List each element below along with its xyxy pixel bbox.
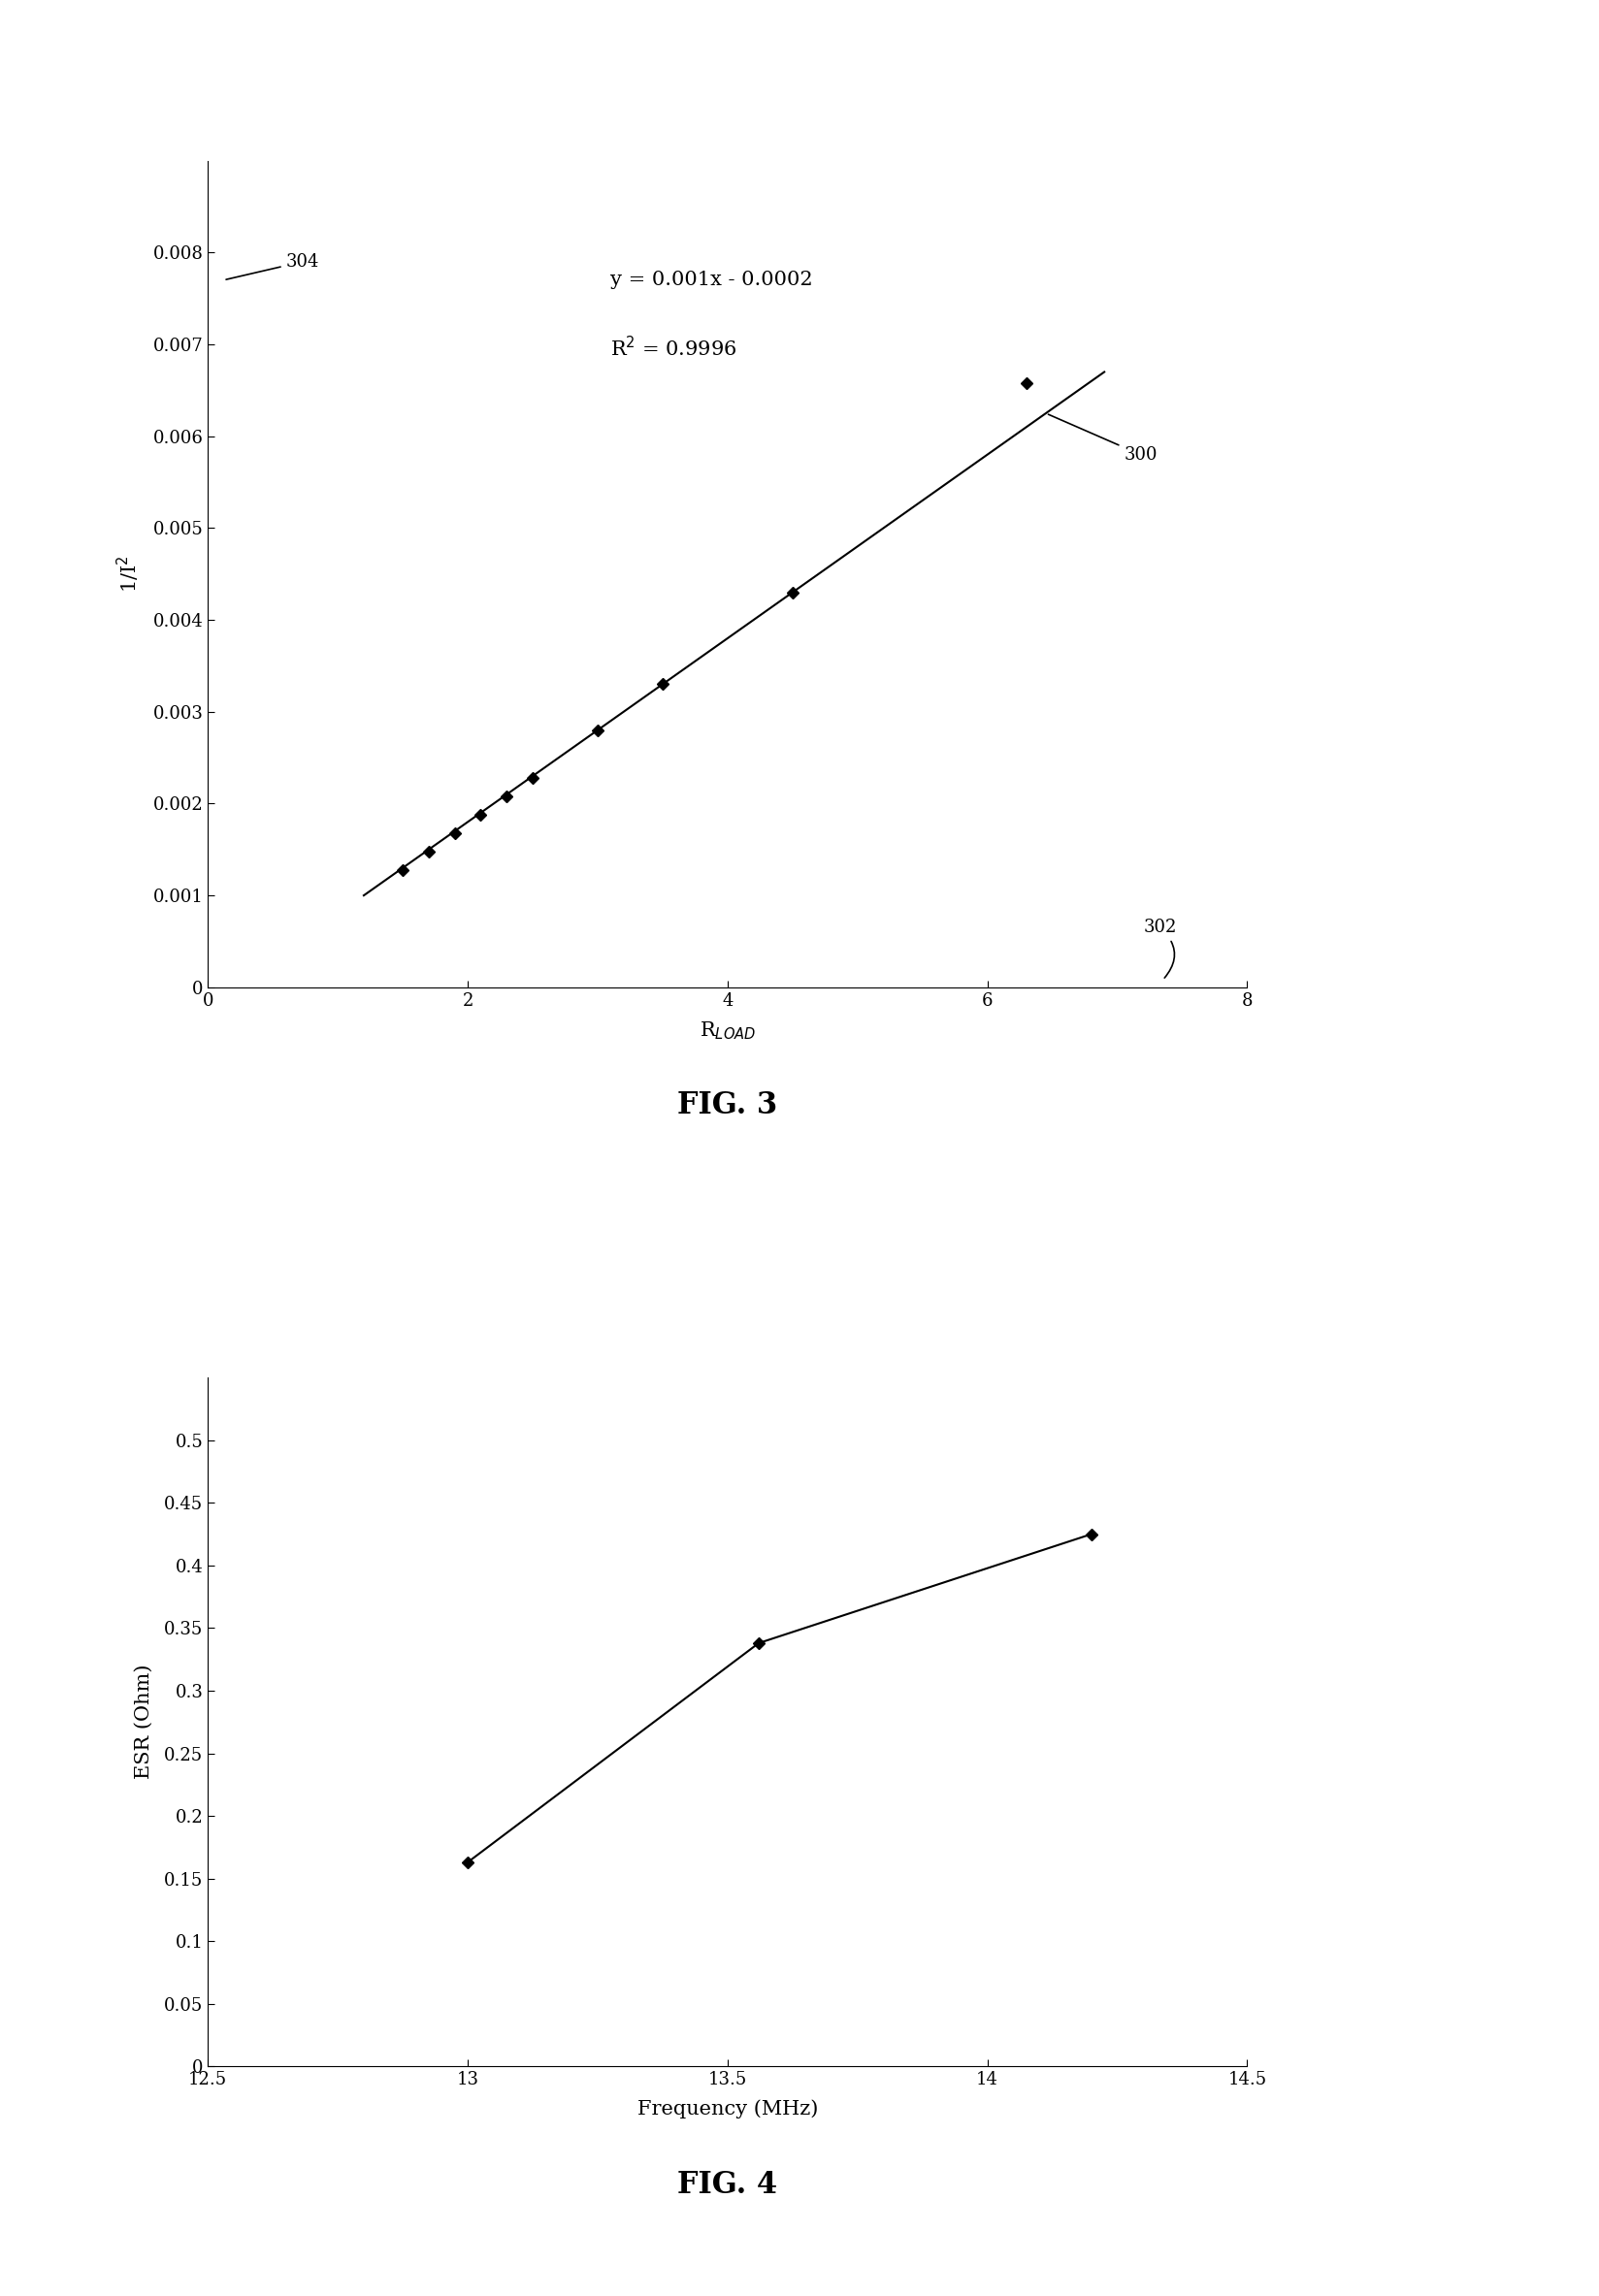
Text: 300: 300: [1049, 413, 1158, 464]
Text: 302: 302: [1143, 918, 1177, 978]
Y-axis label: 1/I$^{2}$: 1/I$^{2}$: [115, 556, 142, 592]
Text: FIG. 3: FIG. 3: [678, 1091, 777, 1120]
X-axis label: R$_{LOAD}$: R$_{LOAD}$: [699, 1019, 756, 1042]
Text: FIG. 4: FIG. 4: [678, 2170, 777, 2200]
Text: y = 0.001x - 0.0002: y = 0.001x - 0.0002: [611, 271, 812, 289]
Y-axis label: ESR (Ohm): ESR (Ohm): [134, 1665, 154, 1779]
Text: 304: 304: [225, 253, 320, 280]
X-axis label: Frequency (MHz): Frequency (MHz): [636, 2099, 819, 2119]
Text: R$^{2}$ = 0.9996: R$^{2}$ = 0.9996: [611, 335, 737, 360]
